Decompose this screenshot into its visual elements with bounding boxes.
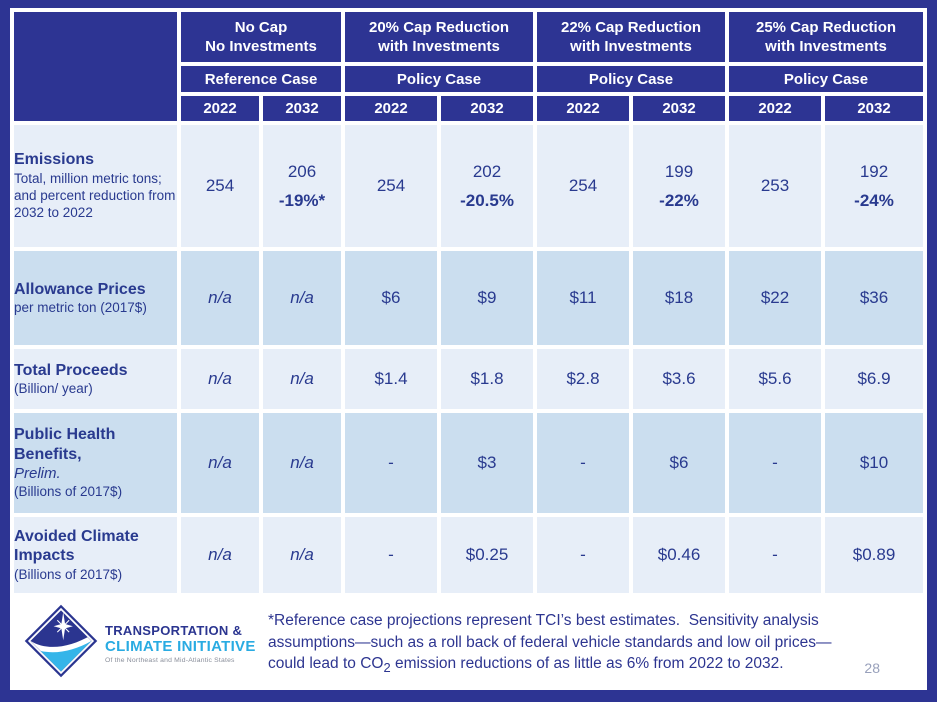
co2-subscript: 2 [383,660,391,675]
footnote-line1: *Reference case projections represent TC… [268,612,819,630]
table-cell: 199 -22% [633,125,726,247]
table-cell: $6 [633,413,726,513]
table-cell: - [345,517,438,593]
row-subtitle: per metric ton (2017$) [14,300,147,316]
col-group-line1: No Cap [234,18,288,36]
table-cell: n/a [263,251,342,345]
table-cell: $9 [441,251,534,345]
year-header: 2032 [825,96,924,121]
col-group-line2: with Investments [765,38,887,55]
table-cell: $6 [345,251,438,345]
slide-frame: No Cap No Investments 20% Cap Reduction … [10,8,927,690]
row-label-total-proceeds: Total Proceeds (Billion/ year) [14,349,177,409]
year-header: 2022 [729,96,822,121]
table-cell: n/a [263,413,342,513]
footnote-line3-end: emission reductions of as little as 6% f… [390,654,784,672]
year-header: 2032 [633,96,726,121]
data-table: No Cap No Investments 20% Cap Reduction … [10,8,927,597]
col-group-line1: 22% Cap Reduction [561,18,702,36]
table-cell: - [537,413,630,513]
table-cell: n/a [181,413,259,513]
table-cell: $18 [633,251,726,345]
case-header-reference: Reference Case [181,66,342,92]
table-cell: $10 [825,413,924,513]
table-cell: - [537,517,630,593]
table-cell: 254 [181,125,259,247]
table-cell: $11 [537,251,630,345]
tci-logo: TRANSPORTATION & CLIMATE INITIATIVE Of t… [10,604,268,683]
row-label-emissions: Emissions Total, million metric tons; an… [14,125,177,247]
table-cell: - [729,413,822,513]
table-cell: $6.9 [825,349,924,409]
logo-line1: TRANSPORTATION & [105,623,243,638]
table-cell: n/a [263,517,342,593]
col-group-line1: 25% Cap Reduction [756,18,897,36]
page-number: 28 [864,660,880,676]
table-cell: $36 [825,251,924,345]
year-header: 2032 [441,96,534,121]
row-subtitle: Total, million metric tons; and percent … [14,170,176,221]
table-cell: $0.46 [633,517,726,593]
year-header: 2022 [181,96,259,121]
row-title: Allowance Prices [14,280,146,298]
table-cell: 192 -24% [825,125,924,247]
year-header: 2032 [263,96,342,121]
footnote-line2: assumptions—such as a roll back of feder… [268,633,832,651]
col-group-header-25pct: 25% Cap Reduction with Investments [729,12,924,62]
table-cell: $5.6 [729,349,822,409]
year-header: 2022 [345,96,438,121]
col-group-line2: with Investments [378,38,500,55]
row-title: Public Health Benefits, [14,426,116,463]
row-title: Avoided Climate Impacts [14,527,139,565]
table-cell: n/a [181,349,259,409]
table-cell: $1.8 [441,349,534,409]
table-cell: 254 [537,125,630,247]
row-subtitle: (Billion/ year) [14,381,93,397]
row-label-public-health: Public Health Benefits, Prelim. (Billion… [14,413,177,513]
table-cell: $1.4 [345,349,438,409]
case-header-policy-3: Policy Case [729,66,924,92]
table-cell: 206 -19%* [263,125,342,247]
year-header: 2022 [537,96,630,121]
footnote-line3: could lead to CO [268,654,384,672]
col-group-header-20pct: 20% Cap Reduction with Investments [345,12,534,62]
col-group-line2: No Investments [205,38,317,55]
case-header-policy-1: Policy Case [345,66,534,92]
footnote: *Reference case projections represent TC… [268,610,927,677]
slide-footer: TRANSPORTATION & CLIMATE INITIATIVE Of t… [10,597,927,690]
row-subtitle: (Billions of 2017$) [14,484,123,500]
table-cell: $3 [441,413,534,513]
table-cell: n/a [181,251,259,345]
table-cell: n/a [263,349,342,409]
row-subtitle: (Billions of 2017$) [14,566,123,582]
col-group-line2: with Investments [570,38,692,55]
col-group-header-22pct: 22% Cap Reduction with Investments [537,12,726,62]
logo-line2: CLIMATE INITIATIVE [105,638,256,655]
table-cell: $3.6 [633,349,726,409]
tci-diamond-icon [24,604,98,683]
table-corner-cell [14,12,177,121]
logo-tagline: Of the Northeast and Mid-Atlantic States [105,657,235,664]
tci-logo-text: TRANSPORTATION & CLIMATE INITIATIVE Of t… [105,623,256,664]
table-cell: $2.8 [537,349,630,409]
table-cell: $22 [729,251,822,345]
row-title: Total Proceeds [14,361,128,379]
row-prelim: Prelim. [14,464,61,482]
col-group-header-no-cap: No Cap No Investments [181,12,342,62]
row-label-allowance-prices: Allowance Prices per metric ton (2017$) [14,251,177,345]
table-cell: 253 [729,125,822,247]
table-cell: 202 -20.5% [441,125,534,247]
row-label-avoided-climate: Avoided Climate Impacts (Billions of 201… [14,517,177,593]
table-cell: $0.89 [825,517,924,593]
case-header-policy-2: Policy Case [537,66,726,92]
table-cell: - [729,517,822,593]
table-cell: 254 [345,125,438,247]
col-group-line1: 20% Cap Reduction [369,18,510,36]
table-cell: - [345,413,438,513]
row-title: Emissions [14,151,95,169]
table-cell: n/a [181,517,259,593]
table-cell: $0.25 [441,517,534,593]
